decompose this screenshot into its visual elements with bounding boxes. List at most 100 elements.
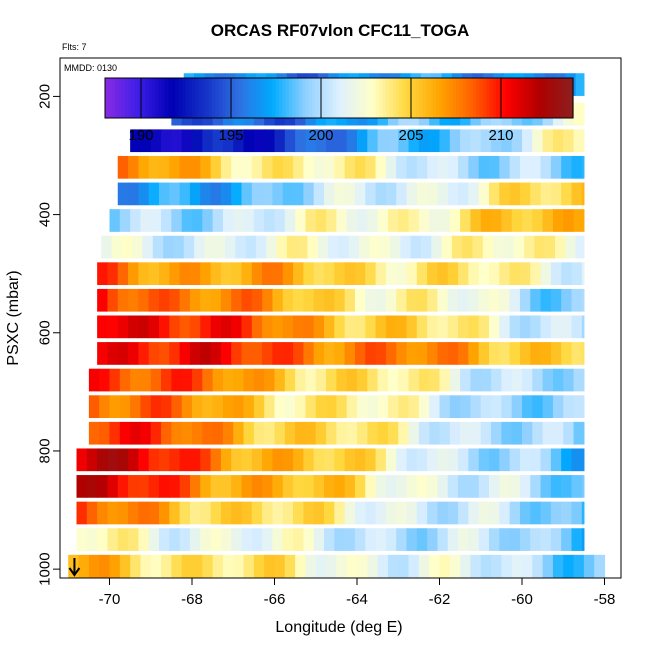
colorbar-segment (435, 78, 440, 118)
heatmap-cell (491, 554, 502, 578)
heatmap-cell (561, 288, 573, 312)
heatmap-cell (150, 554, 162, 578)
heatmap-cell (550, 342, 562, 365)
heatmap-cell (561, 342, 573, 365)
heatmap-cell (439, 209, 451, 232)
heatmap-cell (408, 129, 420, 153)
colorbar-frame (104, 77, 574, 119)
heatmap-cell (128, 315, 139, 339)
heatmap-cell (408, 554, 420, 578)
heatmap-cell (222, 129, 234, 153)
y-tick-label: 800 (37, 438, 54, 463)
heatmap-cell (530, 528, 542, 551)
heatmap-cell (449, 554, 461, 578)
heatmap-cell (519, 155, 531, 179)
colorbar-tick-label: 190 (128, 127, 153, 144)
heatmap-cell (532, 554, 544, 578)
heatmap-cell (117, 288, 129, 312)
heatmap-cell (571, 182, 583, 206)
colorbar-segment (225, 78, 230, 118)
heatmap-cell (385, 501, 397, 525)
heatmap-cell (189, 501, 201, 525)
heatmap-cell (169, 342, 181, 365)
colorbar-segment (135, 78, 140, 118)
heatmap-cell (200, 448, 212, 472)
heatmap-cell (499, 501, 511, 525)
heatmap-cell (573, 395, 585, 418)
heatmap-cell (222, 209, 234, 232)
colorbar-segment (171, 78, 176, 118)
heatmap-cell (179, 501, 191, 525)
heatmap-cell (86, 528, 98, 551)
heatmap-cell (550, 182, 562, 206)
heatmap-cell (171, 209, 183, 232)
heatmap-cell (555, 235, 566, 259)
heatmap-cell (427, 288, 439, 312)
heatmap-cell (375, 155, 387, 179)
heatmap-cell (561, 315, 573, 339)
colorbar-segment (559, 78, 564, 118)
heatmap-cell (97, 475, 109, 498)
heatmap-cell (478, 475, 490, 498)
heatmap-cell (317, 235, 329, 259)
colorbar-segment (335, 78, 340, 118)
heatmap-cell (315, 129, 327, 153)
colorbar-segment (262, 78, 267, 118)
colorbar-segment (145, 78, 150, 118)
colorbar-segment (232, 78, 236, 118)
heatmap-cell (200, 288, 212, 312)
heatmap-cell (138, 262, 150, 286)
colorbar-segment (556, 78, 561, 118)
heatmap-cell (117, 315, 129, 339)
heatmap-cell (489, 288, 500, 312)
heatmap-cell (398, 554, 410, 578)
colorbar-segment (456, 78, 460, 118)
heatmap-cell (117, 448, 129, 472)
colorbar-segment (372, 78, 377, 118)
plot-frame (59, 57, 622, 579)
colorbar-segment (158, 78, 163, 118)
colorbar-segment (308, 78, 313, 118)
heatmap-cell (447, 448, 459, 472)
heatmap-cell (375, 448, 387, 472)
heatmap-cell (241, 528, 253, 551)
colorbar-segment (282, 78, 287, 118)
heatmap-cell (489, 262, 500, 286)
heatmap-cell (200, 182, 212, 206)
heatmap-cell (416, 262, 428, 286)
colorbar-segment (242, 78, 246, 118)
heatmap-cell (282, 315, 294, 339)
heatmap-cell (458, 155, 469, 179)
heatmap-cell (222, 421, 234, 445)
heatmap-cell (427, 448, 439, 472)
heatmap-cell (150, 129, 162, 153)
heatmap-cell (396, 475, 408, 498)
heatmap-cell (324, 448, 335, 472)
heatmap-cell (530, 475, 542, 498)
heatmap-cell (241, 448, 253, 472)
heatmap-cell (128, 182, 139, 206)
heatmap-cell (305, 395, 317, 418)
heatmap-cell (418, 395, 430, 418)
heatmap-cell (130, 554, 142, 578)
heatmap-cell (550, 262, 562, 286)
heatmap-cell (231, 475, 243, 498)
heatmap-cell (542, 421, 554, 445)
heatmap-cell (210, 448, 222, 472)
heatmap-cell (253, 368, 265, 392)
heatmap-cell (101, 235, 113, 259)
heatmap-cell (233, 554, 245, 578)
colorbar-segment (168, 78, 173, 118)
heatmap-cell (220, 448, 232, 472)
heatmap-cell (561, 155, 573, 179)
heatmap-cell (99, 368, 111, 392)
heatmap-cell (169, 448, 181, 472)
colorbar-segment (375, 78, 380, 118)
heatmap-cell (501, 129, 513, 153)
colorbar-segment (252, 78, 257, 118)
heatmap-cell (169, 501, 181, 525)
heatmap-cell (189, 182, 201, 206)
heatmap-cell (478, 501, 490, 525)
colorbar-segment (496, 78, 501, 118)
heatmap-cell (369, 235, 381, 259)
